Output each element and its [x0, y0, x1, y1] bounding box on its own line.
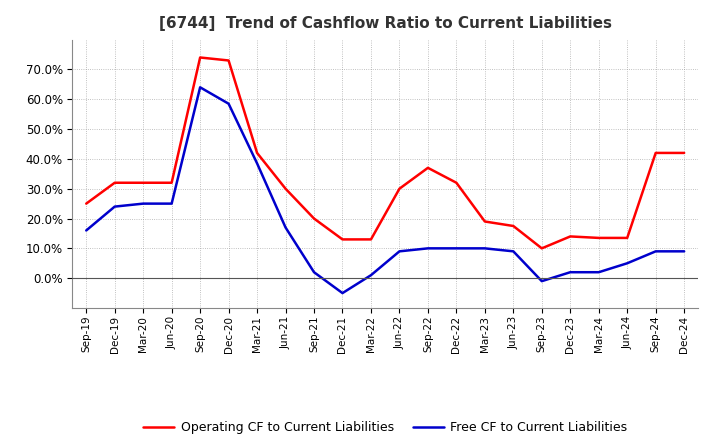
Free CF to Current Liabilities	[167, 201, 176, 206]
Operating CF to Current Liabilities	[253, 150, 261, 156]
Operating CF to Current Liabilities	[366, 237, 375, 242]
Free CF to Current Liabilities	[338, 290, 347, 296]
Operating CF to Current Liabilities	[680, 150, 688, 156]
Free CF to Current Liabilities	[509, 249, 518, 254]
Free CF to Current Liabilities	[480, 246, 489, 251]
Free CF to Current Liabilities	[253, 161, 261, 166]
Operating CF to Current Liabilities	[310, 216, 318, 221]
Operating CF to Current Liabilities	[395, 186, 404, 191]
Free CF to Current Liabilities	[282, 225, 290, 230]
Operating CF to Current Liabilities	[566, 234, 575, 239]
Free CF to Current Liabilities	[680, 249, 688, 254]
Free CF to Current Liabilities	[652, 249, 660, 254]
Free CF to Current Liabilities	[196, 84, 204, 90]
Legend: Operating CF to Current Liabilities, Free CF to Current Liabilities: Operating CF to Current Liabilities, Fre…	[138, 416, 632, 439]
Free CF to Current Liabilities	[366, 272, 375, 278]
Operating CF to Current Liabilities	[452, 180, 461, 185]
Free CF to Current Liabilities	[82, 228, 91, 233]
Operating CF to Current Liabilities	[338, 237, 347, 242]
Operating CF to Current Liabilities	[225, 58, 233, 63]
Operating CF to Current Liabilities	[595, 235, 603, 241]
Free CF to Current Liabilities	[110, 204, 119, 209]
Free CF to Current Liabilities	[225, 101, 233, 106]
Operating CF to Current Liabilities	[509, 224, 518, 229]
Operating CF to Current Liabilities	[167, 180, 176, 185]
Operating CF to Current Liabilities	[423, 165, 432, 170]
Line: Free CF to Current Liabilities: Free CF to Current Liabilities	[86, 87, 684, 293]
Operating CF to Current Liabilities	[282, 186, 290, 191]
Operating CF to Current Liabilities	[110, 180, 119, 185]
Operating CF to Current Liabilities	[537, 246, 546, 251]
Operating CF to Current Liabilities	[480, 219, 489, 224]
Title: [6744]  Trend of Cashflow Ratio to Current Liabilities: [6744] Trend of Cashflow Ratio to Curren…	[158, 16, 612, 32]
Free CF to Current Liabilities	[423, 246, 432, 251]
Free CF to Current Liabilities	[566, 270, 575, 275]
Free CF to Current Liabilities	[537, 279, 546, 284]
Operating CF to Current Liabilities	[196, 55, 204, 60]
Operating CF to Current Liabilities	[652, 150, 660, 156]
Operating CF to Current Liabilities	[82, 201, 91, 206]
Line: Operating CF to Current Liabilities: Operating CF to Current Liabilities	[86, 58, 684, 248]
Operating CF to Current Liabilities	[623, 235, 631, 241]
Free CF to Current Liabilities	[623, 260, 631, 266]
Free CF to Current Liabilities	[139, 201, 148, 206]
Operating CF to Current Liabilities	[139, 180, 148, 185]
Free CF to Current Liabilities	[595, 270, 603, 275]
Free CF to Current Liabilities	[452, 246, 461, 251]
Free CF to Current Liabilities	[310, 270, 318, 275]
Free CF to Current Liabilities	[395, 249, 404, 254]
